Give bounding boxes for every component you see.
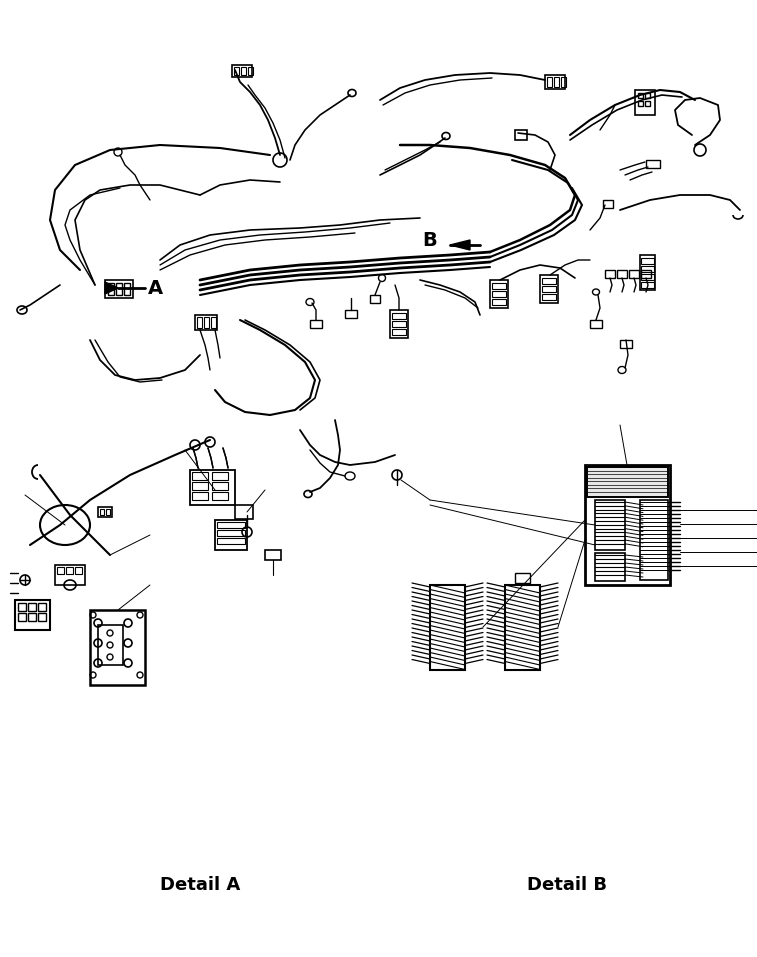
Bar	[638, 93, 643, 98]
Bar	[392, 329, 406, 335]
Bar	[430, 585, 465, 670]
Bar	[217, 522, 245, 528]
Bar	[106, 509, 110, 515]
Bar	[640, 255, 655, 290]
Bar	[605, 270, 615, 278]
Bar	[561, 77, 566, 87]
Bar	[645, 101, 650, 106]
Bar	[641, 274, 654, 280]
Bar	[124, 283, 130, 295]
Bar	[505, 585, 540, 670]
Bar	[190, 470, 235, 505]
Bar	[641, 282, 654, 288]
Bar	[587, 467, 668, 497]
Bar	[75, 567, 82, 574]
Bar	[645, 93, 650, 98]
Bar	[57, 567, 64, 574]
Bar	[18, 603, 26, 611]
Bar	[585, 465, 670, 585]
Bar	[38, 613, 46, 621]
Bar	[90, 610, 145, 685]
Bar	[98, 507, 112, 517]
Bar	[603, 200, 613, 208]
Bar	[195, 315, 217, 330]
Bar	[515, 130, 527, 140]
Bar	[540, 275, 558, 303]
Bar	[28, 603, 36, 611]
Bar	[234, 67, 239, 75]
Bar	[98, 625, 123, 665]
Bar	[212, 482, 228, 490]
Bar	[641, 258, 654, 264]
Bar	[595, 553, 625, 581]
Bar	[18, 613, 26, 621]
Bar	[100, 509, 104, 515]
Bar	[241, 67, 246, 75]
Bar	[646, 160, 660, 168]
Bar	[212, 492, 228, 500]
Bar	[108, 283, 114, 295]
Text: Detail B: Detail B	[527, 876, 607, 894]
Bar	[542, 294, 556, 300]
Bar	[15, 600, 50, 630]
Bar	[595, 500, 625, 550]
Bar	[392, 313, 406, 319]
Bar	[28, 613, 36, 621]
Text: B: B	[422, 231, 438, 250]
Bar	[545, 75, 565, 89]
Bar	[217, 538, 245, 544]
Bar	[492, 299, 506, 305]
Bar	[55, 565, 85, 585]
Bar	[515, 573, 530, 583]
Bar	[105, 280, 133, 298]
Bar	[66, 567, 73, 574]
Bar	[197, 317, 202, 328]
Bar	[547, 77, 552, 87]
Bar	[265, 550, 281, 560]
Text: A: A	[148, 278, 163, 298]
Bar	[192, 492, 208, 500]
Bar	[204, 317, 209, 328]
Bar	[192, 472, 208, 480]
Polygon shape	[450, 240, 470, 250]
Bar	[116, 283, 122, 295]
Bar	[542, 286, 556, 292]
Text: Detail A: Detail A	[160, 876, 240, 894]
Bar	[492, 283, 506, 289]
Bar	[370, 295, 380, 303]
Bar	[211, 317, 216, 328]
Bar	[492, 291, 506, 297]
Bar	[392, 321, 406, 327]
Bar	[232, 65, 252, 77]
Bar	[554, 77, 559, 87]
Bar	[390, 310, 408, 338]
Bar	[235, 505, 253, 519]
Bar	[629, 270, 639, 278]
Polygon shape	[105, 282, 118, 294]
Bar	[192, 482, 208, 490]
Bar	[215, 520, 247, 550]
Bar	[641, 270, 651, 278]
Bar	[638, 101, 643, 106]
Bar	[310, 320, 322, 328]
Bar	[490, 280, 508, 308]
Bar	[635, 90, 655, 115]
Bar	[641, 266, 654, 272]
Bar	[587, 467, 668, 497]
Bar	[345, 310, 357, 318]
Bar	[212, 472, 228, 480]
Bar	[640, 500, 668, 580]
Bar	[620, 340, 632, 348]
Bar	[542, 278, 556, 284]
Bar	[590, 320, 602, 328]
Bar	[248, 67, 253, 75]
Bar	[617, 270, 627, 278]
Bar	[217, 530, 245, 536]
Bar	[38, 603, 46, 611]
